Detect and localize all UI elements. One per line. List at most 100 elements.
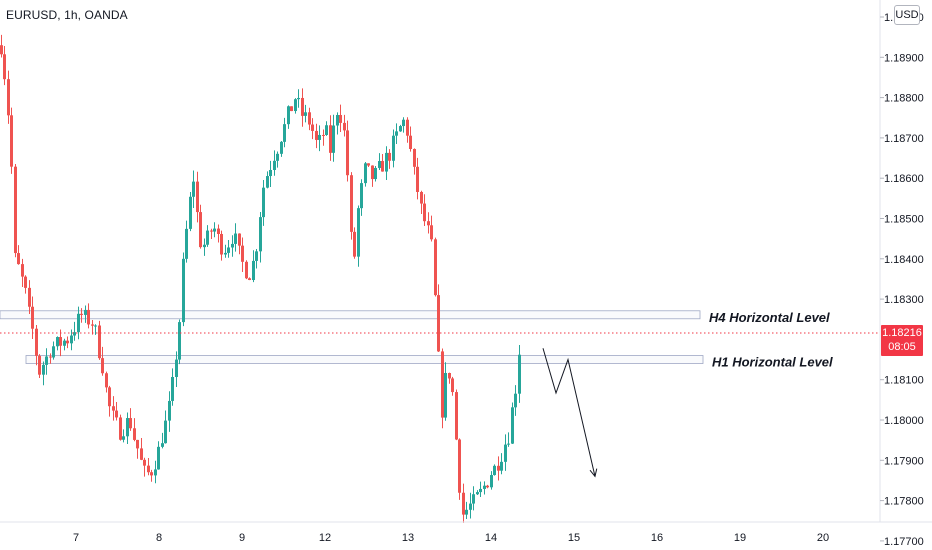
candle-body — [164, 420, 167, 444]
projection-path — [542, 348, 596, 477]
candle-body — [217, 228, 220, 234]
candle-body — [133, 428, 136, 440]
candle-body — [458, 439, 461, 493]
y-tick-label: 1.18100 — [884, 375, 924, 387]
candle-body — [276, 153, 279, 161]
y-tick-label: 1.18500 — [884, 214, 924, 226]
candle-body — [472, 494, 475, 504]
candle-body — [462, 492, 465, 515]
candle-body — [119, 417, 122, 440]
candle-body — [318, 134, 321, 140]
candle-body — [476, 492, 479, 495]
candle-body — [213, 228, 216, 232]
candle-body — [465, 509, 468, 515]
candle-body — [28, 287, 31, 307]
candle-body — [329, 125, 332, 153]
candle-body — [171, 377, 174, 401]
candle-body — [388, 152, 391, 161]
candle-body — [451, 378, 454, 393]
candle-body — [486, 485, 489, 488]
candle-body — [399, 126, 402, 132]
candle-body — [294, 99, 297, 112]
y-tick-label: 1.18800 — [884, 93, 924, 105]
candle-body — [297, 97, 300, 100]
candle-body — [182, 258, 185, 323]
candle-body — [437, 295, 440, 352]
candle-body — [42, 364, 45, 375]
candle-body — [45, 356, 48, 365]
candle-body — [427, 221, 430, 226]
x-tick-label: 8 — [156, 532, 162, 544]
candle-body — [469, 503, 472, 510]
horizontal-level-label: H4 Horizontal Level — [709, 310, 830, 325]
candle-body — [269, 169, 272, 177]
candle-body — [455, 392, 458, 440]
candle-body — [416, 166, 419, 192]
y-tick-label: 1.18900 — [884, 52, 924, 64]
candle-body — [259, 217, 262, 252]
candle-body — [227, 247, 230, 253]
x-tick-label: 12 — [319, 532, 331, 544]
candle-body — [80, 313, 83, 315]
candle-body — [381, 161, 384, 172]
bar-countdown: 08:05 — [888, 340, 916, 353]
x-tick-label: 19 — [734, 532, 746, 544]
candle-body — [115, 410, 118, 418]
candle-body — [91, 324, 94, 326]
candle-body — [273, 160, 276, 170]
candle-body — [346, 130, 349, 176]
candle-body — [94, 325, 97, 327]
candle-body — [199, 212, 202, 248]
candle-body — [357, 208, 360, 257]
candle-body — [304, 112, 307, 116]
candle-body — [245, 261, 248, 279]
candle-body — [238, 233, 241, 246]
candle-body — [343, 122, 346, 131]
candle-body — [56, 337, 59, 347]
candle-body — [10, 115, 13, 167]
y-tick-label: 1.17800 — [884, 496, 924, 508]
candle-body — [185, 228, 188, 259]
candle-body — [147, 465, 150, 473]
level-layer: H4 Horizontal Level H1 Horizontal Level — [0, 310, 833, 370]
candle-body — [52, 346, 55, 358]
y-tick-label: 1.18300 — [884, 294, 924, 306]
candle-body — [444, 372, 447, 418]
candle-body — [500, 461, 503, 471]
candle-body — [266, 176, 269, 188]
candle-body — [196, 181, 199, 213]
candle-body — [3, 54, 6, 80]
candle-body — [252, 260, 255, 281]
candle-body — [409, 135, 412, 149]
candle-body — [248, 278, 251, 281]
candle-body — [210, 230, 213, 232]
horizontal-level-zone — [0, 310, 701, 320]
candle-body — [353, 231, 356, 257]
candle-body — [35, 328, 38, 356]
x-tick-label: 9 — [239, 532, 245, 544]
candle-body — [483, 485, 486, 489]
candle-body — [70, 335, 73, 344]
candle-body — [490, 475, 493, 488]
currency-button[interactable]: USD — [894, 5, 920, 25]
candle-body — [367, 163, 370, 166]
candle-body — [423, 203, 426, 222]
candle-body — [262, 187, 265, 218]
candle-body — [203, 244, 206, 248]
x-tick-label: 7 — [73, 532, 79, 544]
candle-body — [448, 372, 451, 379]
candle-body — [38, 355, 41, 375]
symbol-title[interactable]: EURUSD, 1h, OANDA — [6, 8, 128, 22]
candle-body — [17, 253, 20, 265]
candle-body — [59, 337, 62, 346]
candle-body — [507, 443, 510, 445]
candle-body — [77, 313, 80, 333]
candle-body — [189, 196, 192, 229]
candle-body — [175, 359, 178, 378]
candle-body — [430, 225, 433, 240]
candle-body — [98, 325, 101, 359]
candle-body — [402, 119, 405, 127]
